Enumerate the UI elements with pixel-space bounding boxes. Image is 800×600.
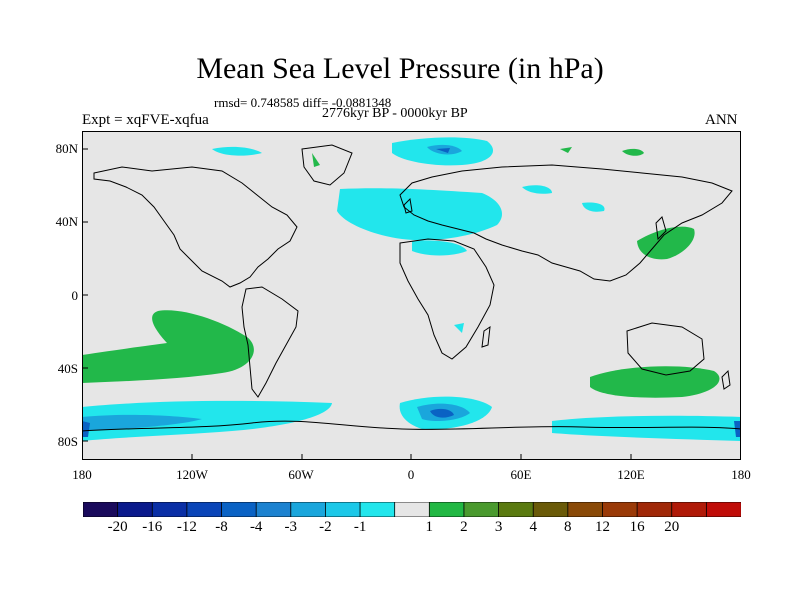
lon-label-60w: 60W bbox=[288, 467, 314, 482]
colorbar-label: 8 bbox=[564, 519, 572, 535]
arctic-low-deep bbox=[436, 148, 450, 153]
lon-label-120e: 120E bbox=[617, 467, 645, 482]
map-title: Mean Sea Level Pressure (in hPa) bbox=[196, 52, 604, 85]
negative-anomaly-regions bbox=[82, 137, 741, 441]
south-america-coast bbox=[241, 286, 299, 398]
colorbar-label: 3 bbox=[494, 519, 503, 535]
colorbar-swatch bbox=[186, 502, 223, 517]
colorbar-swatch bbox=[567, 502, 604, 517]
colorbar-swatch bbox=[602, 502, 638, 517]
south-indian-high bbox=[590, 366, 720, 398]
lat-label-40s: 40S bbox=[57, 361, 78, 376]
colorbar-swatch bbox=[325, 502, 361, 517]
lat-label-80s: 80S bbox=[57, 434, 78, 449]
rmsd-stats: rmsd= 0.748585 diff= -0.0881348 bbox=[214, 95, 392, 110]
positive-anomaly-regions bbox=[82, 147, 720, 398]
lat-label-80n: 80N bbox=[55, 141, 78, 156]
arctic-patch-a bbox=[622, 148, 644, 156]
colorbar-swatch bbox=[498, 502, 534, 517]
colorbar-swatch bbox=[117, 502, 153, 517]
antarctic-low-central-core bbox=[430, 408, 454, 418]
colorbar-label: 12 bbox=[595, 519, 610, 535]
uk-coast bbox=[403, 197, 413, 214]
new-zealand-coast bbox=[721, 369, 731, 390]
antarctic-low-west bbox=[82, 400, 332, 441]
antarctica-coast bbox=[82, 420, 741, 432]
colorbar-label: 16 bbox=[629, 519, 645, 535]
north-atlantic-low bbox=[212, 146, 262, 156]
colorbar-swatch bbox=[151, 502, 188, 517]
experiment-label: Expt = xqFVE-xqfua bbox=[82, 112, 209, 128]
colorbar-swatch bbox=[705, 502, 741, 517]
coastlines bbox=[82, 144, 741, 432]
north-atlantic-europe-low bbox=[337, 188, 502, 241]
siberia-low bbox=[522, 185, 552, 194]
africa-patch bbox=[454, 323, 464, 333]
period-label: 2776kyr BP - 0000kyr BP bbox=[322, 106, 468, 121]
japan-coast bbox=[655, 216, 667, 241]
greenland-patch bbox=[312, 153, 320, 167]
lon-label-0: 0 bbox=[407, 467, 415, 482]
colorbar-swatch bbox=[255, 502, 292, 517]
mediterranean-low bbox=[412, 240, 467, 256]
lat-label-0: 0 bbox=[71, 288, 79, 303]
lon-label-180w: 180 bbox=[72, 467, 92, 482]
lat-label-40n: 40N bbox=[55, 214, 78, 229]
season-label: ANN bbox=[705, 112, 738, 128]
colorbar-label: 20 bbox=[664, 519, 680, 535]
colorbar-label: -20 bbox=[107, 519, 128, 535]
eurasia-coast bbox=[399, 164, 733, 282]
colorbar-swatch bbox=[83, 502, 119, 517]
arctic-patch-b bbox=[560, 147, 572, 153]
colorbar-label: -16 bbox=[142, 519, 163, 535]
madagascar-coast bbox=[481, 325, 491, 348]
colorbar-swatch bbox=[394, 502, 431, 517]
colorbar-label: 2 bbox=[460, 519, 468, 535]
antarctic-low-edge-left bbox=[82, 421, 90, 437]
colorbar-swatch bbox=[290, 502, 327, 517]
lon-label-180e: 180 bbox=[731, 467, 751, 482]
colorbar-label: -3 bbox=[284, 519, 298, 535]
antarctic-low-west-mid bbox=[82, 414, 202, 431]
lon-label-60e: 60E bbox=[510, 467, 532, 482]
colorbar-label: -1 bbox=[353, 519, 367, 535]
lon-label-120w: 120W bbox=[176, 467, 208, 482]
colorbar-swatch bbox=[636, 502, 673, 517]
colorbar-label: -2 bbox=[319, 519, 332, 535]
colorbar-swatch bbox=[463, 502, 500, 517]
antarctic-low-east bbox=[552, 415, 741, 441]
greenland-coast bbox=[301, 144, 353, 186]
colorbar-swatch bbox=[671, 502, 708, 517]
colorbar-label: -12 bbox=[176, 519, 197, 535]
colorbar-label: -8 bbox=[215, 519, 228, 535]
north-america-coast bbox=[93, 166, 298, 288]
colorbar bbox=[83, 502, 741, 517]
north-pacific-east bbox=[637, 226, 695, 260]
south-pacific-high bbox=[82, 310, 254, 383]
pressure-difference-map bbox=[82, 131, 741, 460]
colorbar-label: -4 bbox=[249, 519, 263, 535]
colorbar-swatch bbox=[359, 502, 396, 517]
australia-coast bbox=[626, 322, 705, 376]
colorbar-swatch bbox=[532, 502, 569, 517]
colorbar-label: 4 bbox=[529, 519, 537, 535]
colorbar-swatch bbox=[221, 502, 257, 517]
colorbar-label: 1 bbox=[425, 519, 434, 535]
axis-ticks bbox=[82, 148, 632, 460]
colorbar-swatch bbox=[428, 502, 465, 517]
africa-coast bbox=[399, 238, 495, 360]
east-asia-low bbox=[582, 202, 605, 212]
